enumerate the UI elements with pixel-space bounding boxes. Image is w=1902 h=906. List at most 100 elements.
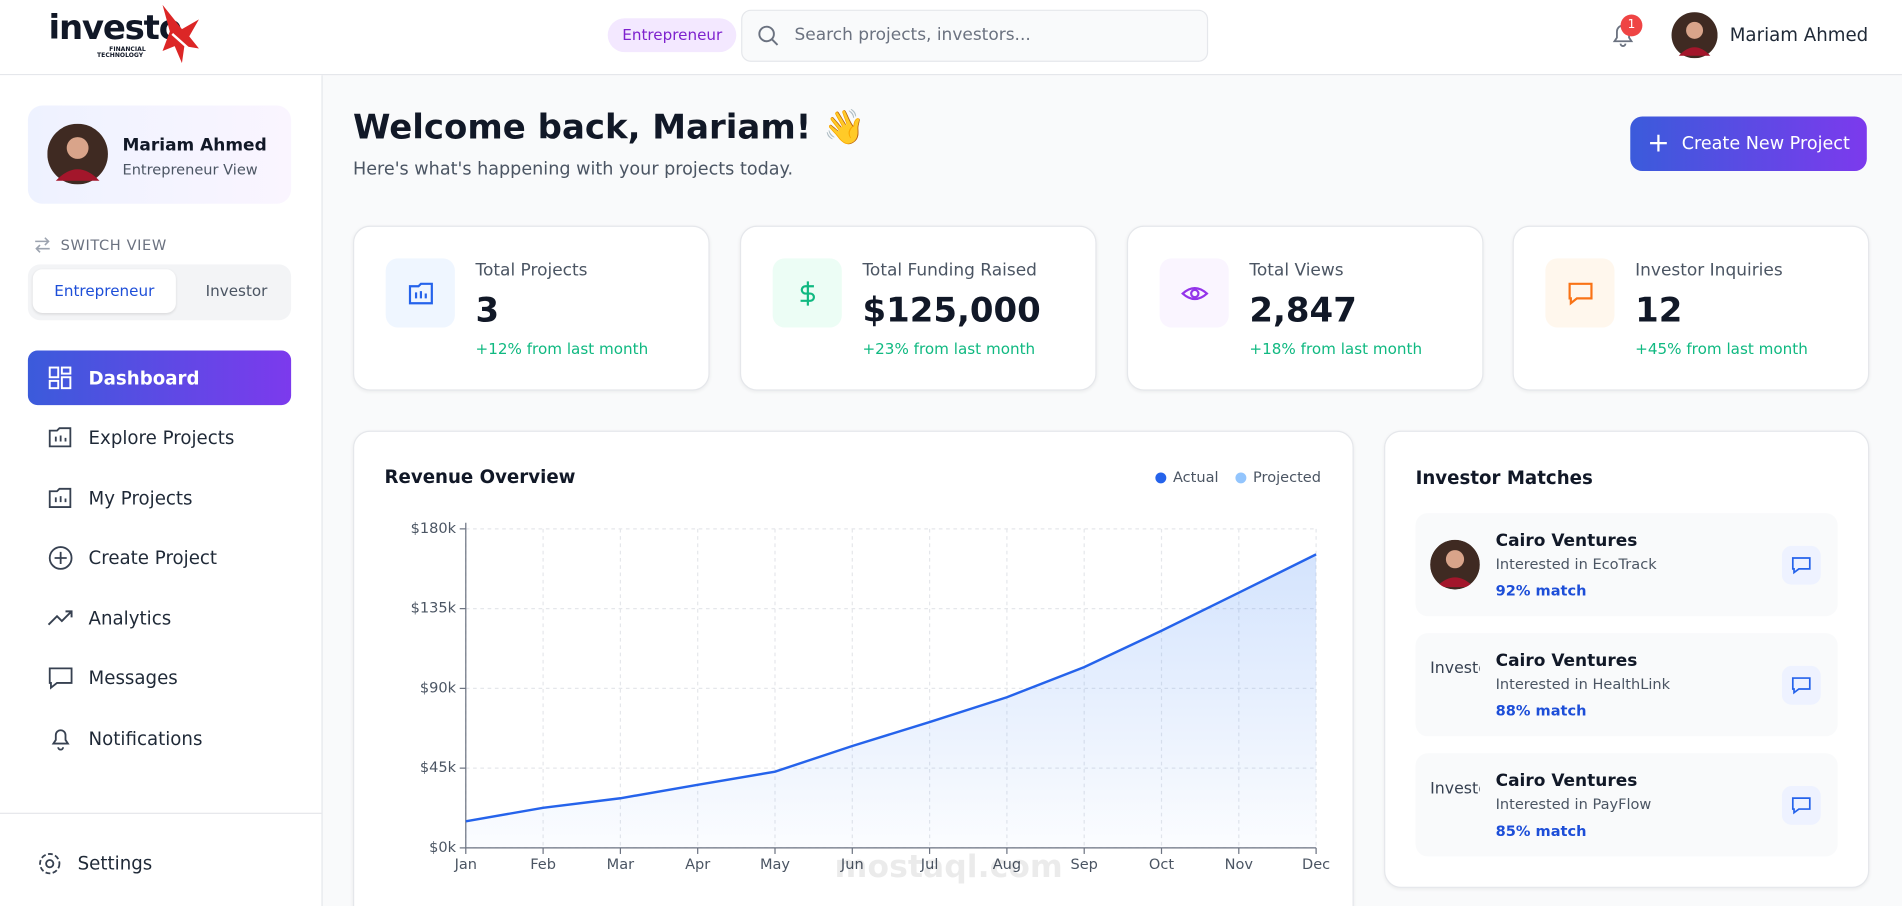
nav-item[interactable]: Messages [28, 651, 291, 706]
match-name: Cairo Ventures [1495, 651, 1638, 671]
search-placeholder: Search projects, investors... [794, 25, 1031, 45]
nav-settings[interactable]: Settings [17, 836, 280, 891]
stat-value: 3 [475, 289, 500, 330]
message-button[interactable] [1781, 786, 1821, 825]
x-tick-label: Dec [1302, 856, 1330, 873]
sidebar: Mariam Ahmed Entrepreneur View SWITCH VI… [0, 75, 323, 906]
nav-icon [47, 609, 73, 625]
switch-entrepreneur[interactable]: Entrepreneur [32, 269, 176, 313]
plus-icon: + [1647, 128, 1670, 159]
stat-value: 2,847 [1249, 289, 1357, 330]
message-button[interactable] [1781, 665, 1821, 705]
nav-item[interactable]: Dashboard [27, 350, 292, 406]
message-icon [1791, 677, 1811, 695]
watermark: mostaql.com [834, 849, 1063, 886]
nav-label: Explore Projects [88, 426, 235, 449]
match-item: Cairo Ventures Interested in EcoTrack 92… [1415, 513, 1838, 617]
nav-icon [48, 546, 73, 570]
x-tick-label: Aug [993, 856, 1021, 873]
brand-sub: TECHNOLOGY [97, 52, 144, 60]
stat-change: +12% from last month [475, 339, 649, 358]
x-tick-label: Feb [530, 856, 556, 873]
nav-item[interactable]: My Projects [28, 471, 291, 526]
match-item: Investor Cairo Ventures Interested in Pa… [1415, 753, 1838, 857]
switch-investor[interactable]: Investor [186, 269, 288, 313]
x-tick-label: Mar [607, 856, 634, 873]
user-avatar[interactable] [1671, 12, 1718, 59]
match-percent: 85% match [1495, 822, 1587, 840]
match-interest: Interested in PayFlow [1495, 795, 1652, 813]
x-tick-label: Apr [685, 856, 710, 873]
matches-title: Investor Matches [1415, 467, 1593, 489]
legend-dot [1235, 472, 1247, 484]
user-name[interactable]: Mariam Ahmed [1729, 24, 1869, 47]
nav-label: Create Project [88, 547, 218, 569]
switch-icon [35, 237, 50, 253]
welcome-title: Welcome back, Mariam! 👋 [352, 106, 866, 147]
nav-icon [51, 728, 70, 750]
search-box[interactable]: Search projects, investors... [741, 9, 1209, 62]
x-tick-label: Jul [920, 856, 939, 873]
stat-icon [385, 258, 455, 328]
settings-icon [39, 852, 61, 874]
brand-logo [162, 4, 199, 64]
stat-icon [1159, 258, 1229, 328]
stat-icon [772, 258, 842, 328]
nav-label: Notifications [88, 727, 203, 750]
match-percent: 92% match [1495, 582, 1587, 600]
stat-value: 12 [1635, 289, 1683, 330]
y-tick-label: $135k [411, 600, 457, 617]
y-tick-label: $90k [420, 679, 457, 696]
nav-icon [48, 487, 72, 508]
nav-label: Messages [88, 667, 178, 689]
x-tick-label: Jan [454, 856, 477, 873]
x-tick-label: Oct [1149, 856, 1174, 873]
x-tick-label: Jun [840, 856, 864, 873]
stat-label: Investor Inquiries [1635, 260, 1783, 281]
stat-label: Total Views [1249, 260, 1344, 281]
nav-label: Analytics [88, 607, 172, 629]
chart-title: Revenue Overview [385, 467, 576, 488]
stat-icon [1545, 258, 1615, 328]
divider [0, 812, 322, 814]
match-interest: Interested in HealthLink [1495, 675, 1671, 693]
nav-item[interactable]: Explore Projects [28, 411, 291, 466]
header: investo FINANCIAL TECHNOLOGY Entrepreneu… [0, 0, 1902, 76]
stat-card: Total Funding Raised $125,000 +23% from … [739, 225, 1097, 391]
x-tick-label: May [760, 856, 790, 873]
match-interest: Interested in EcoTrack [1495, 555, 1657, 573]
switch-label: SWITCH VIEW [60, 236, 167, 254]
profile-avatar [47, 123, 108, 185]
message-icon [1791, 557, 1811, 575]
legend-dot [1155, 472, 1167, 484]
nav-label: Dashboard [88, 366, 200, 389]
nav-label: My Projects [88, 487, 193, 509]
stat-card: Total Projects 3 +12% from last month [352, 225, 710, 391]
profile-name: Mariam Ahmed [122, 135, 267, 156]
match-name: Cairo Ventures [1495, 531, 1638, 551]
nav-item[interactable]: Create Project [28, 531, 291, 586]
line [465, 553, 1317, 823]
notification-count: 1 [1620, 14, 1643, 37]
nav-icon [48, 427, 72, 448]
area [465, 554, 1317, 848]
nav-icon [48, 667, 73, 690]
icon [1180, 286, 1208, 300]
legend-label: Actual [1173, 469, 1219, 486]
nav-item[interactable]: Notifications [28, 711, 291, 766]
stat-change: +45% from last month [1635, 339, 1808, 358]
profile-role: Entrepreneur View [122, 161, 258, 179]
stat-change: +18% from last month [1249, 339, 1423, 358]
stat-card: Investor Inquiries 12 +45% from last mon… [1512, 225, 1870, 391]
y-tick-label: $45k [420, 759, 457, 776]
nav-item[interactable]: Analytics [28, 591, 291, 646]
stat-label: Total Funding Raised [862, 260, 1037, 281]
icon [799, 280, 815, 306]
x-tick-label: Sep [1070, 856, 1097, 873]
message-button[interactable] [1781, 545, 1821, 585]
chart: Revenue Overview $0k $45k $90k $135k $180k Ja… [385, 467, 1331, 873]
match-item: Investor Cairo Ventures Interested in He… [1415, 633, 1838, 737]
create-button[interactable]: + Create New Project [1630, 116, 1867, 172]
switch-option: Entrepreneur [54, 281, 155, 300]
